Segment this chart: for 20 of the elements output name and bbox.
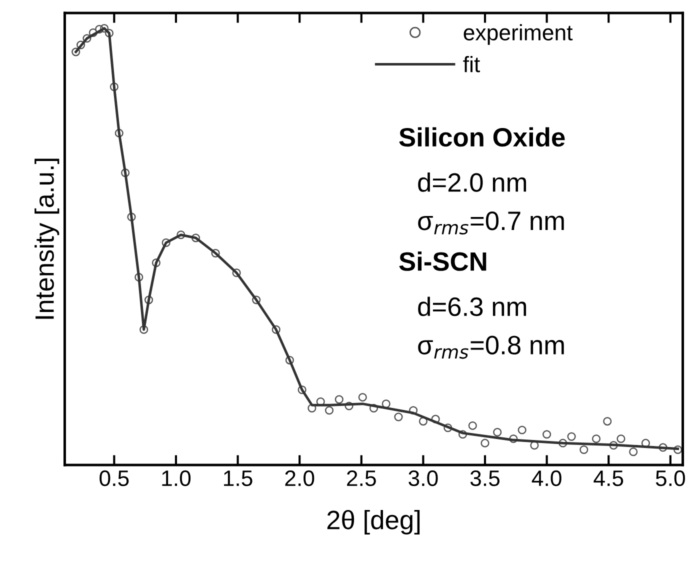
- x-tick-label: 1.5: [224, 470, 252, 486]
- annotation: Silicon Oxide: [399, 127, 565, 147]
- annotation: σ$_{rms}$=0.8 nm: [418, 336, 564, 359]
- y-axis-title: Intensity [a.u.]: [34, 158, 60, 319]
- x-tick-label: 2.0: [285, 470, 314, 486]
- annotation: Si-SCN: [399, 252, 486, 271]
- x-tick-label: 0.5: [100, 470, 129, 486]
- x-tick-label: 4.5: [594, 470, 624, 486]
- x-axis-title: 2θ [deg]: [327, 510, 420, 535]
- x-tick-label: 2.5: [347, 470, 376, 486]
- annotation: σ$_{rms}$=0.7 nm: [418, 212, 564, 235]
- legend-label: fit: [463, 56, 480, 72]
- x-tick-label: 5.0: [656, 470, 685, 486]
- x-tick-label: 3.5: [470, 470, 500, 486]
- legend-label: experiment: [464, 24, 573, 45]
- x-tick-label: 3.0: [408, 470, 438, 486]
- x-tick-label: 4.0: [532, 470, 562, 486]
- annotation: d=2.0 nm: [418, 172, 526, 192]
- annotation: d=6.3 nm: [418, 296, 526, 316]
- x-tick-label: 1.0: [162, 470, 191, 486]
